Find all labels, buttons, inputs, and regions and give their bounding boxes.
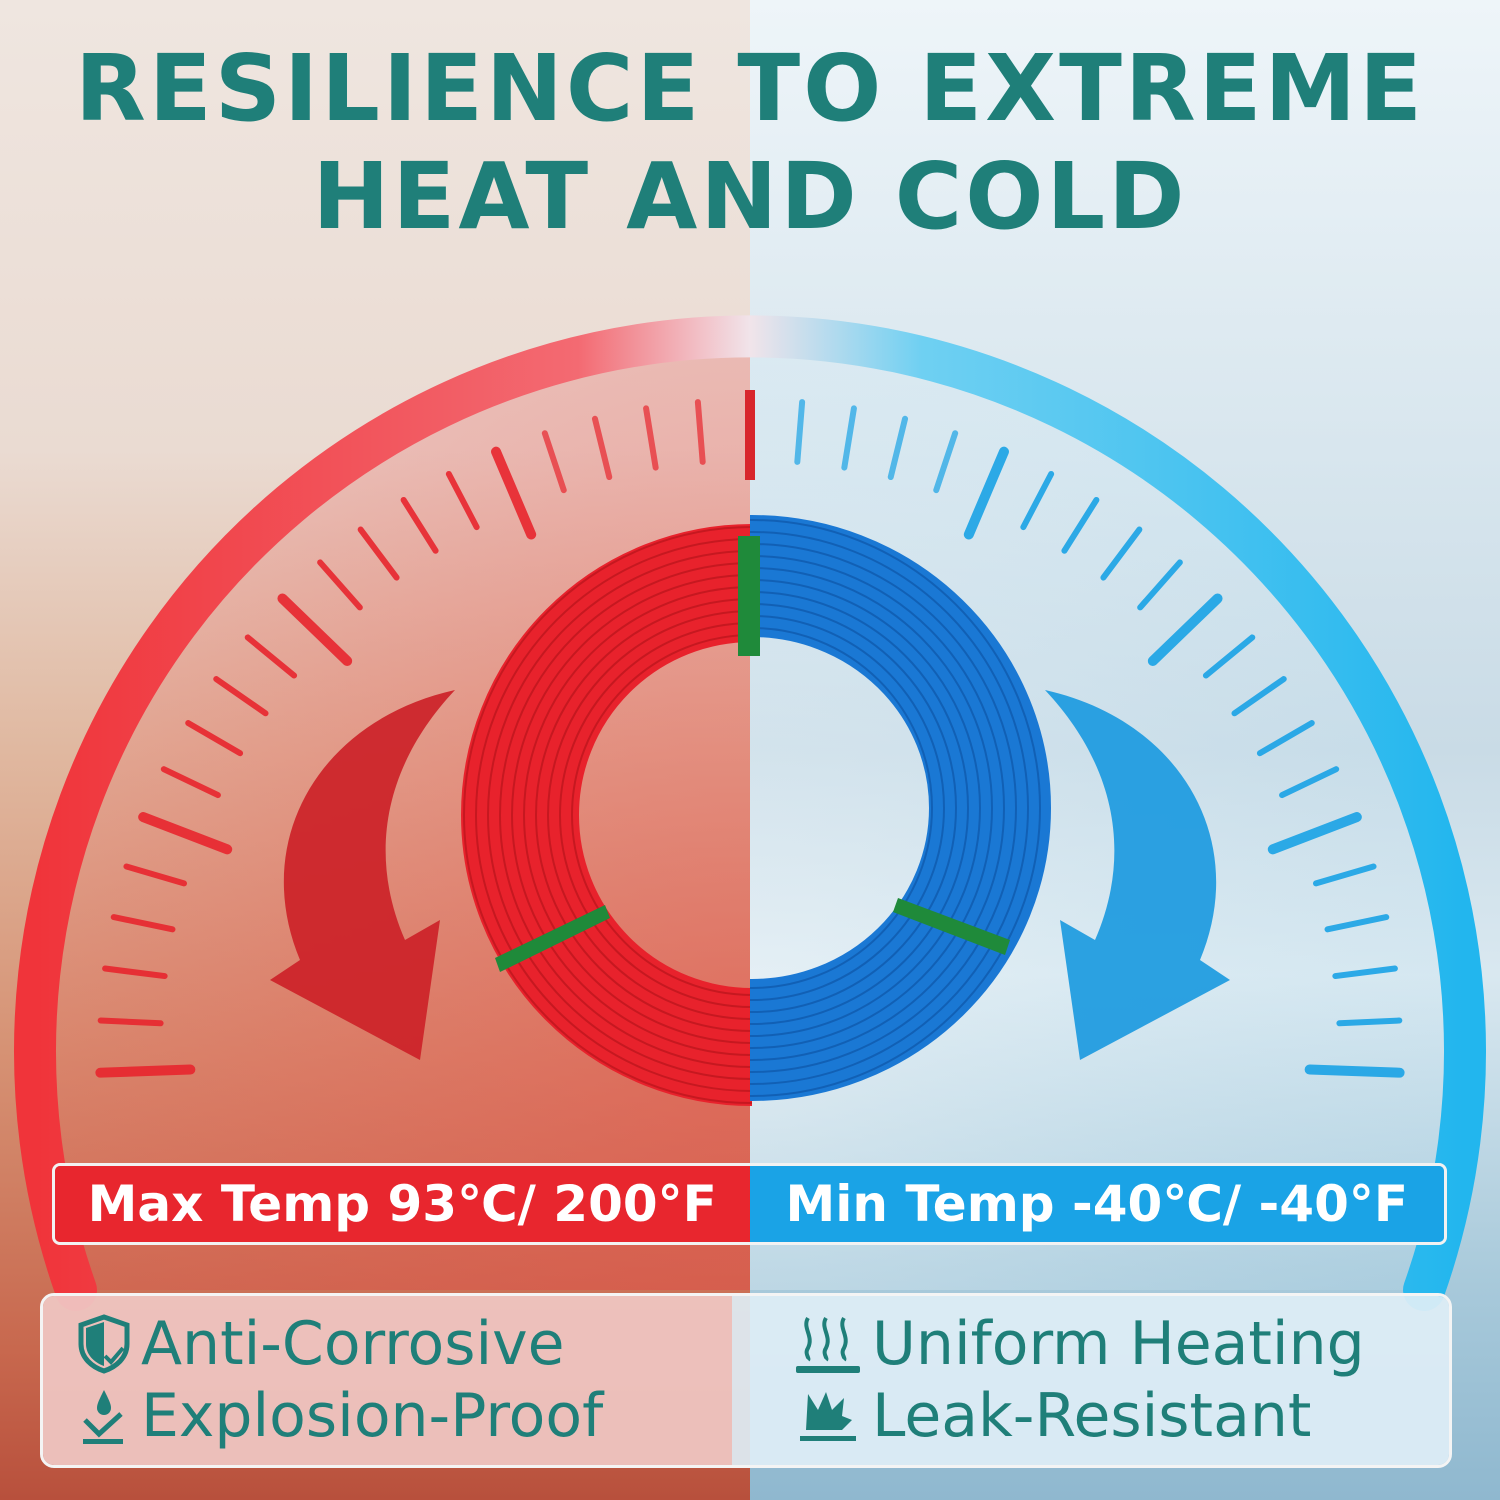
red-pipe-coil [461, 524, 752, 1106]
gauge-tick [1256, 720, 1315, 757]
gauge-tick [357, 526, 400, 581]
gauge-tick [1061, 496, 1100, 554]
coil-groove [750, 531, 1029, 1085]
gauge-tick [185, 720, 244, 757]
blue-arrow-icon [1045, 690, 1230, 1060]
gauge-ticks [95, 399, 1405, 1078]
gauge-tick [591, 415, 613, 481]
gauge-tick [491, 446, 537, 540]
gauge-tick [277, 593, 353, 666]
drop-pressure-icon [83, 1390, 123, 1444]
gauge-tick [213, 676, 269, 717]
gauge-tick [1324, 914, 1390, 933]
gauge-tick [123, 863, 188, 887]
headline-line-2: HEAT AND COLD [312, 143, 1188, 250]
coil-groove [463, 526, 752, 1104]
gauge-tick [102, 965, 168, 980]
coil-groove [511, 574, 752, 1056]
coil-groove [547, 610, 752, 1020]
heat-waves-icon [796, 1316, 860, 1373]
headline-line-1: RESILIENCE TO EXTREME [75, 35, 1425, 142]
feature-anti-corrosive: Anti-Corrosive [75, 1308, 732, 1380]
gauge-tick [1279, 766, 1340, 799]
coil-groove [571, 634, 752, 996]
headline: RESILIENCE TO EXTREME HEAT AND COLD [0, 35, 1500, 251]
cable-tie-top [738, 536, 760, 656]
gauge-tick [1332, 965, 1398, 980]
coil-groove [559, 622, 752, 1008]
feature-label: Anti-Corrosive [141, 1309, 565, 1379]
gauge-tick [317, 559, 363, 611]
gauge-tick [1147, 593, 1223, 666]
gauge-tick [1267, 812, 1362, 855]
gauge-tick [694, 399, 706, 465]
gauge-tick [1304, 1064, 1405, 1078]
shield-check-icon [78, 1314, 130, 1374]
gauge-tick [963, 446, 1009, 540]
feature-label: Explosion-Proof [141, 1381, 604, 1451]
feature-label: Uniform Heating [872, 1309, 1365, 1379]
gauge-tick [933, 430, 959, 494]
gauge-tick [1336, 1017, 1403, 1027]
features-panel: Anti-Corrosive Explosion-Proof Uniform H… [40, 1293, 1452, 1468]
min-temp-label: Min Temp -40℃/ -40°F [749, 1166, 1444, 1242]
gauge-tick [97, 1017, 164, 1027]
red-arrow-icon [270, 690, 455, 1060]
coil-groove [523, 586, 752, 1044]
gauge-tick [841, 405, 857, 471]
gauge-tick [794, 399, 806, 465]
gauge-tick [160, 766, 221, 799]
gauge-tick [1100, 526, 1143, 581]
max-temp-label: Max Temp 93℃/ 200°F [55, 1166, 750, 1242]
gauge-tick [400, 496, 439, 554]
gauge-tick [541, 430, 567, 494]
coil-groove [475, 538, 752, 1092]
feature-label: Leak-Resistant [872, 1381, 1312, 1451]
coil-groove [535, 598, 752, 1032]
gauge-tick [1312, 863, 1377, 887]
gauge-tick [887, 415, 909, 481]
gauge-ring [14, 315, 1486, 1311]
gauge-tick [138, 812, 233, 855]
gauge-tick [445, 470, 480, 531]
gauge-tick [1231, 676, 1287, 717]
feature-explosion-proof: Explosion-Proof [75, 1380, 732, 1452]
gauge-tick [95, 1064, 196, 1078]
gauge-tick [244, 634, 298, 679]
feature-uniform-heating: Uniform Heating [792, 1308, 1449, 1380]
gauge-tick [643, 405, 659, 471]
gauge-tick [110, 914, 176, 933]
coil-groove [499, 562, 752, 1068]
gauge-tick [1202, 634, 1256, 679]
gauge-tick [1137, 559, 1183, 611]
burst-icon [800, 1392, 856, 1441]
coil-groove [750, 519, 1041, 1097]
feature-leak-resistant: Leak-Resistant [792, 1380, 1449, 1452]
gauge-tick [1020, 470, 1055, 531]
coil-groove [487, 550, 752, 1080]
cable-tie-right [893, 898, 1010, 955]
temperature-banner: Max Temp 93℃/ 200°F Min Temp -40℃/ -40°F [52, 1163, 1447, 1245]
cable-tie-left [495, 905, 610, 972]
